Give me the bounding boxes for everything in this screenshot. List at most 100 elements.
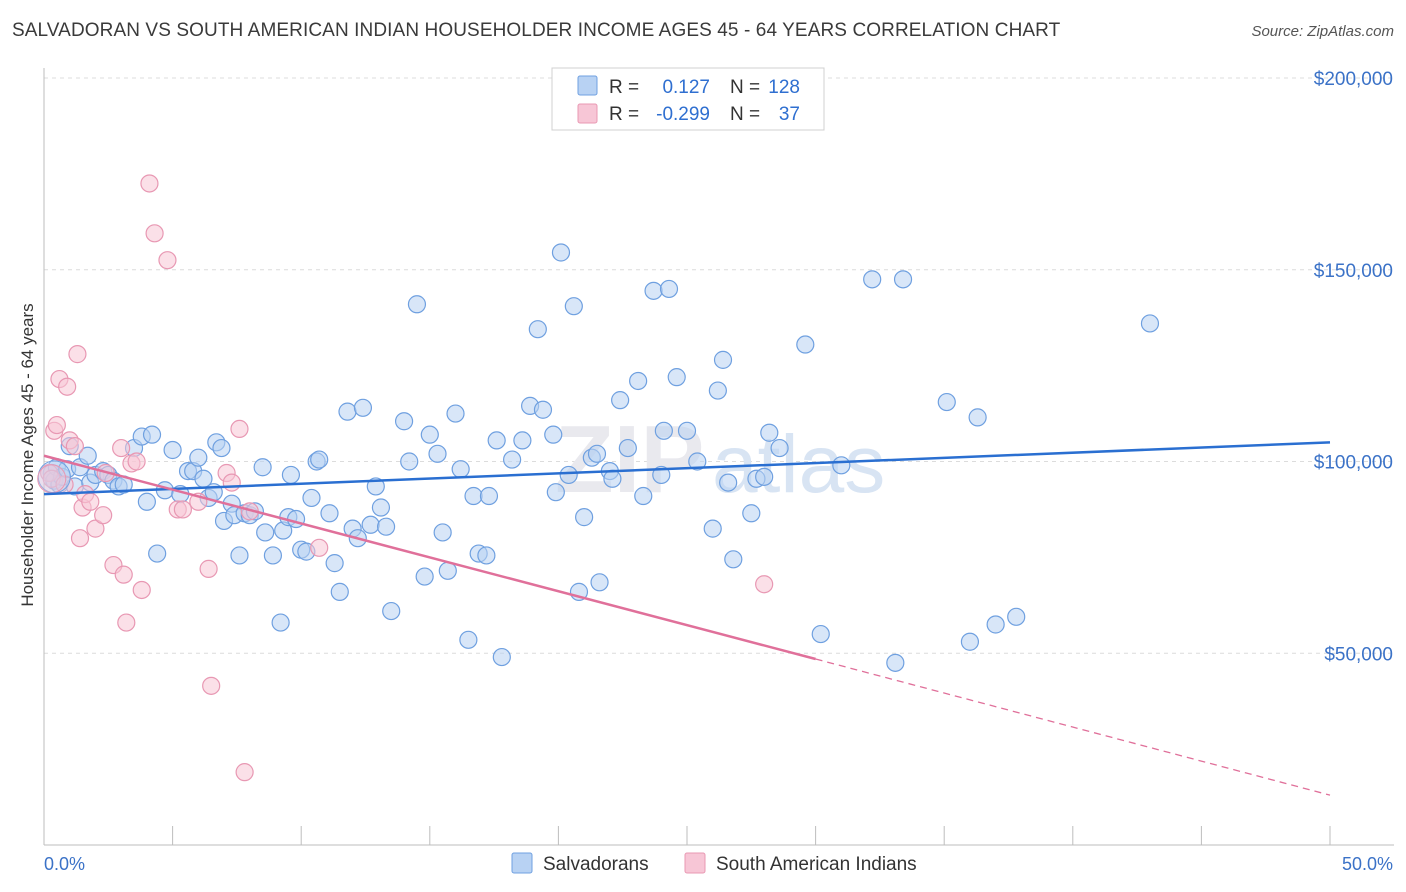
point-0-20 [142,425,162,444]
legend-n-label-2: N = [730,104,760,125]
point-0-52 [310,450,329,469]
y-tick-label-1: $100,000 [1314,453,1393,474]
point-1-25 [145,224,164,243]
point-0-56 [338,402,357,421]
point-0-19 [137,492,156,511]
point-0-73 [446,404,465,423]
point-0-112 [713,350,733,369]
point-1-26 [158,251,177,270]
point-1-3 [47,415,66,435]
point-0-109 [688,452,707,471]
point-0-129 [986,615,1005,634]
point-0-67 [407,295,427,314]
point-0-120 [796,335,815,354]
point-1-23 [132,580,151,600]
point-0-79 [479,486,499,506]
point-0-126 [937,392,956,412]
legend-swatch-salvadorans [577,75,598,96]
point-0-93 [575,508,594,527]
point-0-65 [394,412,414,431]
point-0-108 [677,421,697,440]
source-credit: Source: ZipAtlas.com [1251,23,1394,40]
point-1-13 [81,492,100,511]
legend-n-value-1: 128 [768,77,800,98]
point-1-28 [173,500,192,519]
point-0-103 [644,281,663,300]
point-0-74 [451,460,470,479]
x-tick-labels: 0.0% 50.0% [44,854,1393,874]
point-0-100 [618,438,637,458]
point-0-60 [361,515,380,534]
point-0-122 [832,456,851,475]
point-0-107 [667,368,686,387]
point-0-23 [163,440,182,460]
legend-r-label-1: R = [609,77,639,98]
point-1-35 [235,763,254,782]
point-0-88 [546,483,565,502]
point-0-123 [863,270,882,289]
point-0-102 [634,486,653,506]
point-0-95 [587,444,607,463]
point-0-69 [420,425,439,444]
point-0-41 [256,523,275,542]
point-0-105 [654,421,673,440]
point-1-18 [112,438,131,458]
point-1-10 [70,529,90,548]
trend-lines [43,441,1331,796]
point-1-33 [222,473,241,492]
point-0-117 [755,467,774,486]
cluster-south-american-indians [37,464,67,494]
point-0-119 [770,438,789,458]
point-0-21 [148,544,167,563]
point-0-55 [330,582,349,601]
point-0-76 [464,486,483,506]
x-tick-label-1: 50.0% [1342,854,1393,874]
correlation-legend: R = 0.127 N = 128 R = -0.299 N = 37 [551,67,825,131]
point-0-40 [253,458,272,477]
point-0-62 [371,498,391,517]
point-0-68 [415,567,434,586]
point-0-43 [271,613,290,632]
point-0-59 [353,398,373,417]
y-axis-label: Householder Income Ages 45 - 64 years [18,303,37,606]
point-0-113 [719,473,738,492]
series-0-points [42,243,1160,672]
legend-n-value-2: 37 [779,104,800,125]
legend-label-south-american-indians: South American Indians [716,854,917,875]
point-1-38 [755,575,774,594]
point-0-121 [811,624,830,644]
point-0-104 [652,465,671,485]
point-0-96 [590,573,609,592]
point-0-61 [366,477,385,496]
point-0-9 [78,446,97,465]
point-1-19 [114,565,133,584]
point-0-63 [376,517,396,536]
point-0-75 [459,630,478,649]
point-0-118 [760,423,779,442]
point-0-42 [263,546,283,565]
y-tick-label-3: $200,000 [1314,69,1393,90]
chart-title: SALVADORAN VS SOUTH AMERICAN INDIAN HOUS… [12,20,1061,41]
point-1-8 [65,437,84,456]
point-0-114 [724,550,743,569]
trend-line-1 [43,454,816,661]
point-0-66 [400,452,419,471]
point-0-54 [325,554,344,573]
point-0-71 [433,523,452,542]
legend-r-label-2: R = [609,104,639,125]
point-0-53 [320,504,339,523]
point-0-80 [487,431,506,450]
point-0-101 [629,371,648,391]
point-1-30 [199,559,218,578]
point-1-6 [58,377,77,396]
legend-swatch-salvadorans-bottom [511,852,533,874]
point-0-90 [559,465,578,485]
point-0-36 [230,546,249,565]
point-1-20 [117,613,136,632]
point-0-78 [477,546,496,565]
point-0-64 [382,601,401,621]
series-legend: Salvadorans South American Indians [511,852,917,875]
point-0-110 [703,519,722,538]
point-0-111 [708,381,727,400]
legend-label-salvadorans: Salvadorans [543,854,649,875]
